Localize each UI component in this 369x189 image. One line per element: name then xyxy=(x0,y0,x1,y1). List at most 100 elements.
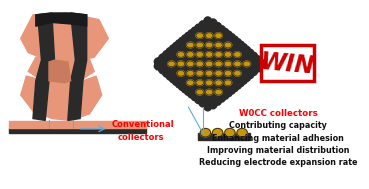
Ellipse shape xyxy=(213,23,222,34)
Ellipse shape xyxy=(246,52,257,61)
Ellipse shape xyxy=(224,70,232,76)
Ellipse shape xyxy=(196,33,204,38)
Ellipse shape xyxy=(206,80,213,86)
Ellipse shape xyxy=(159,65,170,74)
Ellipse shape xyxy=(168,61,175,67)
Ellipse shape xyxy=(246,67,257,76)
Ellipse shape xyxy=(239,46,250,55)
Text: WIN: WIN xyxy=(259,50,315,79)
Ellipse shape xyxy=(209,98,217,109)
Polygon shape xyxy=(21,76,102,120)
Ellipse shape xyxy=(177,52,184,57)
Ellipse shape xyxy=(234,77,244,87)
Ellipse shape xyxy=(239,73,250,82)
Ellipse shape xyxy=(234,61,241,67)
Ellipse shape xyxy=(196,42,204,48)
Ellipse shape xyxy=(224,52,232,57)
Ellipse shape xyxy=(187,61,194,67)
Ellipse shape xyxy=(231,39,241,48)
Ellipse shape xyxy=(215,52,223,57)
Ellipse shape xyxy=(173,76,183,85)
Text: Improving material distribution: Improving material distribution xyxy=(207,146,349,155)
Polygon shape xyxy=(28,57,94,83)
Ellipse shape xyxy=(166,71,177,80)
Text: Contributing capacity: Contributing capacity xyxy=(229,121,327,130)
Ellipse shape xyxy=(223,31,232,42)
Ellipse shape xyxy=(215,80,223,86)
Bar xyxy=(10,128,146,133)
Ellipse shape xyxy=(250,64,262,72)
Text: Conventional: Conventional xyxy=(111,120,174,129)
Ellipse shape xyxy=(182,82,191,93)
Ellipse shape xyxy=(237,128,247,137)
Ellipse shape xyxy=(234,41,244,51)
Ellipse shape xyxy=(224,80,232,86)
Polygon shape xyxy=(36,13,87,26)
Ellipse shape xyxy=(196,70,204,76)
Ellipse shape xyxy=(209,19,217,30)
Polygon shape xyxy=(68,13,87,120)
Polygon shape xyxy=(21,13,108,62)
Ellipse shape xyxy=(206,61,213,67)
Bar xyxy=(10,121,146,128)
Ellipse shape xyxy=(196,80,204,86)
Ellipse shape xyxy=(215,42,223,48)
Ellipse shape xyxy=(177,61,184,67)
Ellipse shape xyxy=(187,70,194,76)
Ellipse shape xyxy=(206,33,213,38)
Ellipse shape xyxy=(163,69,174,77)
Ellipse shape xyxy=(191,90,200,101)
Ellipse shape xyxy=(250,56,262,64)
Ellipse shape xyxy=(191,27,200,38)
Bar xyxy=(261,45,314,81)
Ellipse shape xyxy=(217,26,225,37)
Ellipse shape xyxy=(179,37,189,47)
Ellipse shape xyxy=(204,100,212,111)
Bar xyxy=(198,133,250,140)
Ellipse shape xyxy=(187,42,194,48)
Ellipse shape xyxy=(159,54,170,62)
Ellipse shape xyxy=(182,35,191,45)
Ellipse shape xyxy=(215,61,223,67)
Ellipse shape xyxy=(184,33,194,43)
Ellipse shape xyxy=(220,29,229,40)
Ellipse shape xyxy=(217,91,225,102)
Ellipse shape xyxy=(242,49,254,58)
Ellipse shape xyxy=(199,96,207,107)
Ellipse shape xyxy=(215,33,223,38)
Ellipse shape xyxy=(243,61,251,67)
Ellipse shape xyxy=(204,17,212,28)
Ellipse shape xyxy=(200,128,211,137)
Ellipse shape xyxy=(188,87,197,98)
Polygon shape xyxy=(155,19,264,109)
Ellipse shape xyxy=(154,62,166,70)
Polygon shape xyxy=(49,60,70,83)
Ellipse shape xyxy=(176,78,186,88)
Ellipse shape xyxy=(163,50,174,59)
Ellipse shape xyxy=(213,94,222,105)
Polygon shape xyxy=(33,13,55,120)
Text: W0CC collectors: W0CC collectors xyxy=(239,109,317,118)
Ellipse shape xyxy=(166,47,177,56)
Text: collectors: collectors xyxy=(118,133,164,142)
Ellipse shape xyxy=(177,70,184,76)
Ellipse shape xyxy=(213,128,223,137)
Ellipse shape xyxy=(195,92,203,104)
Text: Reducing electrode expansion rate: Reducing electrode expansion rate xyxy=(199,158,357,167)
Ellipse shape xyxy=(196,89,204,95)
Ellipse shape xyxy=(234,70,241,76)
Ellipse shape xyxy=(226,34,235,44)
Ellipse shape xyxy=(170,74,180,83)
Ellipse shape xyxy=(215,70,223,76)
Ellipse shape xyxy=(195,24,203,35)
Ellipse shape xyxy=(199,21,207,32)
Ellipse shape xyxy=(255,60,267,68)
Ellipse shape xyxy=(242,70,254,79)
Ellipse shape xyxy=(170,45,180,54)
Ellipse shape xyxy=(187,52,194,57)
Ellipse shape xyxy=(206,52,213,57)
Ellipse shape xyxy=(187,80,194,86)
Ellipse shape xyxy=(228,36,238,46)
Ellipse shape xyxy=(188,30,197,41)
Ellipse shape xyxy=(206,89,213,95)
